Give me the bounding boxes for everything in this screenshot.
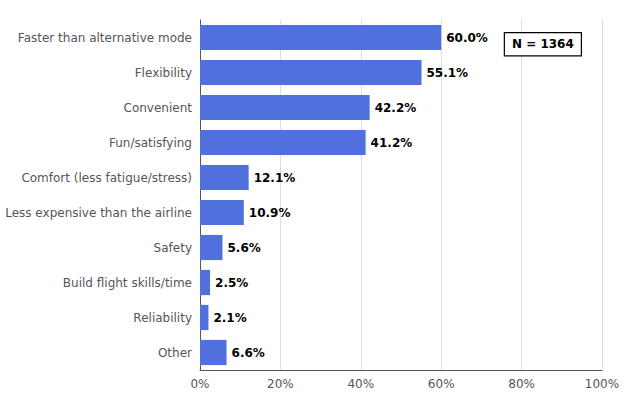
- svg-text:2.5%: 2.5%: [215, 276, 248, 290]
- svg-text:100%: 100%: [585, 377, 619, 391]
- svg-text:80%: 80%: [508, 377, 535, 391]
- svg-text:40%: 40%: [347, 377, 374, 391]
- svg-text:Reliability: Reliability: [133, 311, 192, 325]
- svg-text:55.1%: 55.1%: [427, 66, 469, 80]
- svg-text:Safety: Safety: [154, 241, 192, 255]
- svg-text:0%: 0%: [190, 377, 209, 391]
- svg-text:Fun/satisfying: Fun/satisfying: [109, 136, 192, 150]
- svg-text:10.9%: 10.9%: [249, 206, 291, 220]
- svg-text:Other: Other: [158, 346, 192, 360]
- svg-text:12.1%: 12.1%: [254, 171, 296, 185]
- svg-text:6.6%: 6.6%: [232, 346, 265, 360]
- svg-text:N = 1364: N = 1364: [512, 37, 574, 51]
- svg-text:41.2%: 41.2%: [371, 136, 413, 150]
- svg-text:60%: 60%: [428, 377, 455, 391]
- svg-text:60.0%: 60.0%: [446, 31, 488, 45]
- svg-text:Comfort (less fatigue/stress): Comfort (less fatigue/stress): [21, 171, 192, 185]
- svg-text:Build flight skills/time: Build flight skills/time: [63, 276, 192, 290]
- svg-text:5.6%: 5.6%: [228, 241, 261, 255]
- svg-text:Faster than alternative mode: Faster than alternative mode: [18, 31, 192, 45]
- svg-text:Flexibility: Flexibility: [135, 66, 192, 80]
- svg-text:20%: 20%: [267, 377, 294, 391]
- svg-text:2.1%: 2.1%: [213, 311, 246, 325]
- svg-text:Less expensive than the airlin: Less expensive than the airline: [5, 206, 192, 220]
- svg-text:42.2%: 42.2%: [375, 101, 417, 115]
- svg-text:Convenient: Convenient: [124, 101, 193, 115]
